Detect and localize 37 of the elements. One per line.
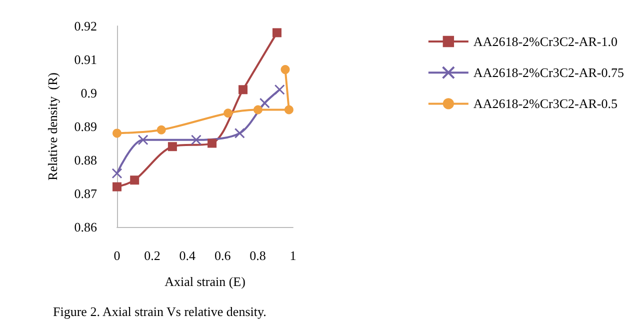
y-tick-label: 0.88 xyxy=(74,152,97,168)
x-tick-label: 1 xyxy=(290,248,296,263)
y-tick-label: 0.9 xyxy=(80,86,97,100)
legend-label: AA2618-2%Cr3C2-AR-1.0 xyxy=(473,34,618,49)
y-tick-label: 0.89 xyxy=(74,119,97,134)
legend-label: AA2618-2%Cr3C2-AR-0.5 xyxy=(473,96,618,112)
point xyxy=(280,65,290,74)
x-axis-title: Axial strain (E) xyxy=(164,274,246,289)
text: Figure 2. Axial strain Vs relative density. xyxy=(53,304,266,319)
x-tick-label: 0.4 xyxy=(179,248,196,263)
point xyxy=(112,182,122,192)
point xyxy=(272,28,282,38)
point xyxy=(224,108,233,118)
y-tick-label: 0.91 xyxy=(74,52,97,67)
y-axis-title: Relative density (R) xyxy=(45,72,60,180)
x-tick-label: 0 xyxy=(114,248,120,263)
point xyxy=(130,176,140,185)
x-tick-label: 0.8 xyxy=(250,248,266,263)
legend-label: AA2618-2%Cr3C2-AR-0.75 xyxy=(473,65,624,80)
y-tick-label: 0.87 xyxy=(74,186,98,201)
y-tick-label: 0.86 xyxy=(74,220,98,234)
point xyxy=(253,105,262,114)
point xyxy=(238,85,248,94)
point xyxy=(259,98,270,108)
point xyxy=(274,84,285,95)
point xyxy=(138,134,148,146)
y-tick-label: 0.92 xyxy=(74,18,97,34)
point xyxy=(190,134,202,146)
point xyxy=(112,128,122,138)
point xyxy=(168,142,177,152)
point xyxy=(234,128,245,138)
x-tick-label: 0.2 xyxy=(144,248,160,263)
point xyxy=(208,138,217,148)
point xyxy=(112,168,122,179)
point xyxy=(284,105,294,114)
point xyxy=(156,125,166,134)
x-tick-label: 0.6 xyxy=(214,248,232,263)
